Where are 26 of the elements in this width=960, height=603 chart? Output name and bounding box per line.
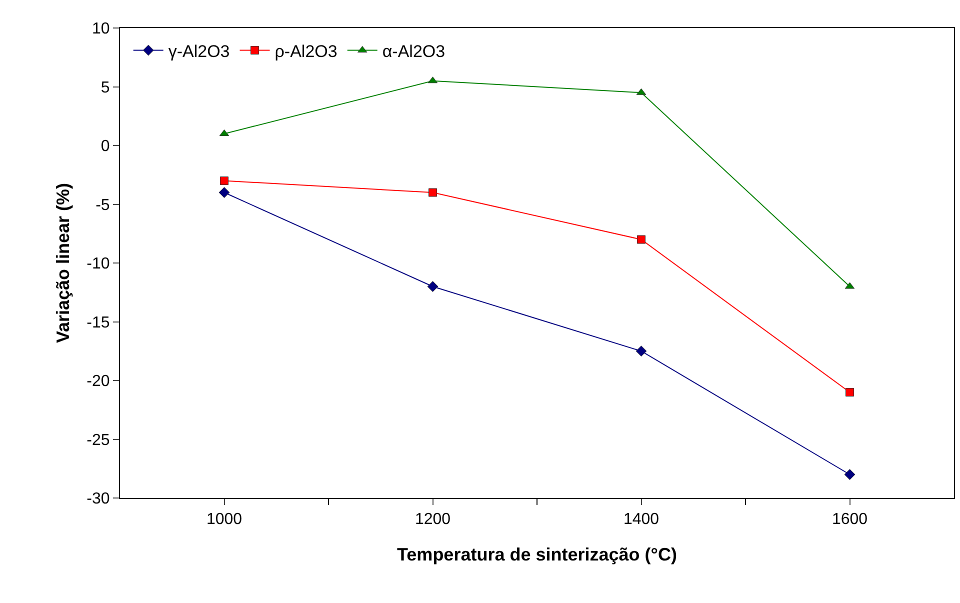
point xyxy=(844,469,856,480)
legend-label: α-Al2O3 xyxy=(382,42,446,61)
x-tick-label: 1600 xyxy=(832,511,868,528)
point xyxy=(846,388,854,396)
point xyxy=(427,281,438,292)
x-tick-label: 1200 xyxy=(414,511,451,528)
y-tick-label: -5 xyxy=(96,196,110,214)
point xyxy=(220,176,228,185)
y-tick-label: -25 xyxy=(86,432,110,449)
y-tick-label: -30 xyxy=(86,490,110,508)
legend-label: γ-Al2O3 xyxy=(168,42,230,61)
x-tick-label: 1000 xyxy=(206,511,242,528)
y-tick-label: 10 xyxy=(92,20,110,38)
y-axis-title: Variação linear (%) xyxy=(52,182,73,344)
legend-label: ρ-Al2O3 xyxy=(274,42,338,61)
x-tick-label: 1400 xyxy=(623,511,660,528)
point xyxy=(428,188,437,197)
y-tick-label: 0 xyxy=(100,138,110,156)
point xyxy=(218,187,230,198)
y-tick-label: -10 xyxy=(86,256,110,273)
point xyxy=(636,346,647,357)
y-tick-label: -15 xyxy=(86,314,110,332)
x-axis-title: Temperatura de sinterização (°C) xyxy=(397,544,677,564)
point xyxy=(637,235,646,244)
y-tick-label: 5 xyxy=(100,79,110,96)
y-tick-label: -20 xyxy=(86,373,110,390)
